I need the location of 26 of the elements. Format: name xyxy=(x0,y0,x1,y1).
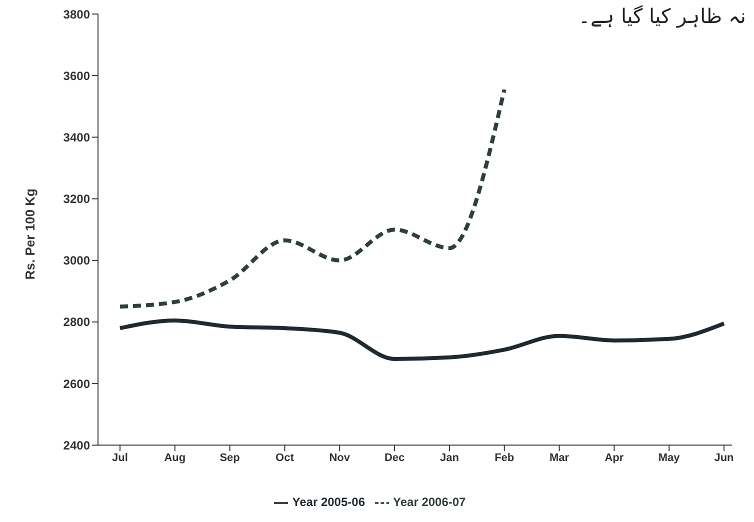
x-tick-label: May xyxy=(658,452,681,464)
x-tick-label: Oct xyxy=(276,452,294,464)
x-tick-label: Jun xyxy=(714,452,734,464)
y-tick-label: 3000 xyxy=(63,254,90,268)
line-series xyxy=(118,87,506,309)
x-tick-label: Jul xyxy=(112,452,128,464)
legend-label: Year 2005-06 xyxy=(292,495,365,510)
y-tick-label: 3200 xyxy=(63,192,90,206)
line-series xyxy=(118,318,726,361)
y-axis-title: Rs. Per 100 Kg xyxy=(22,188,38,280)
x-tick-label: Dec xyxy=(384,452,405,464)
y-tick-label: 3400 xyxy=(63,130,90,144)
x-tick-label: Aug xyxy=(164,452,186,464)
y-tick-label: 3600 xyxy=(63,68,90,83)
annotation: نہ ظاہر کیا گیا ہے۔ xyxy=(578,4,746,28)
x-tick-label: Nov xyxy=(329,452,351,464)
legend-label: Year 2006-07 xyxy=(393,495,466,510)
x-tick-label: Feb xyxy=(494,452,514,464)
y-tick-label: 2800 xyxy=(63,315,90,330)
y-tick-label: 2400 xyxy=(63,438,90,452)
x-tick-label: Apr xyxy=(604,452,624,464)
x-tick-label: Sep xyxy=(220,452,240,464)
y-tick-label: 2600 xyxy=(63,376,90,391)
x-tick-label: Mar xyxy=(549,452,570,464)
y-tick-label: 3800 xyxy=(63,7,90,22)
x-tick-label: Jan xyxy=(440,452,460,464)
